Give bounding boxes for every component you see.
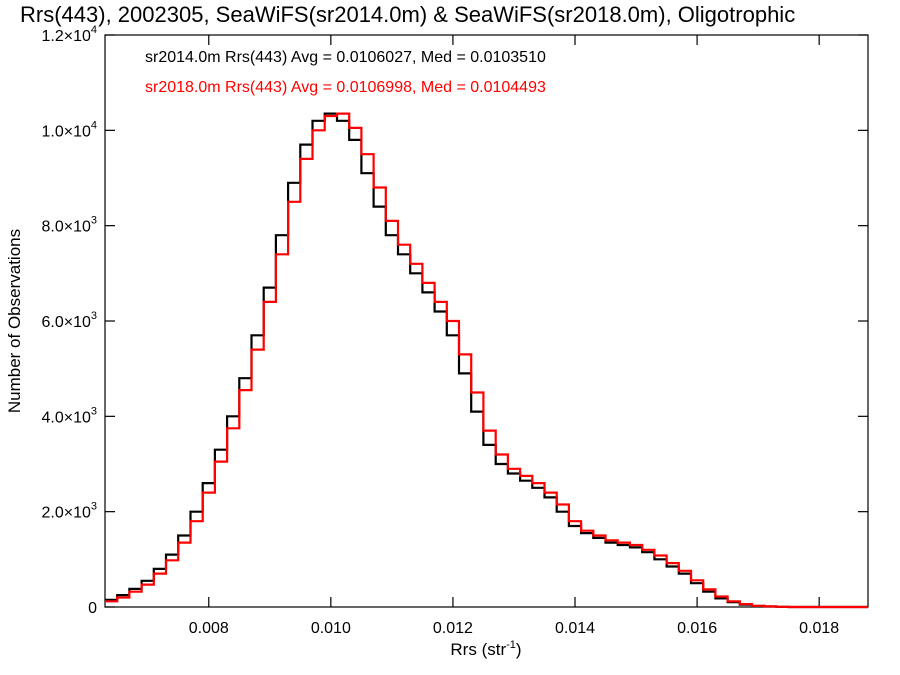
series-line-sr2014-0m [105, 112, 868, 609]
y-tick-label: 2.0×103 [41, 501, 97, 522]
y-tick-label: 8.0×103 [41, 215, 97, 236]
y-tick-label-exponent: 3 [91, 405, 97, 417]
y-tick-label-text: 0 [88, 600, 97, 617]
y-tick-label: 4.0×103 [41, 405, 97, 426]
x-tick-label: 0.018 [799, 620, 839, 637]
y-tick-label-text: 8.0×10 [41, 219, 90, 236]
y-tick-label-exponent: 3 [91, 501, 97, 513]
x-axis-label-close: ) [516, 640, 522, 659]
x-tick-label: 0.014 [555, 620, 595, 637]
legend-entry-sr2014: sr2014.0m Rrs(443) Avg = 0.0106027, Med … [145, 49, 546, 66]
y-tick-label-text: 6.0×10 [41, 314, 90, 331]
y-axis-label: Number of Observations [5, 229, 24, 413]
y-tick-label-exponent: 3 [91, 215, 97, 227]
x-tick-label: 0.008 [189, 620, 229, 637]
x-axis-label-text: Rrs (str [450, 640, 506, 659]
legend: sr2014.0m Rrs(443) Avg = 0.0106027, Med … [145, 49, 546, 96]
y-tick-label-text: 2.0×10 [41, 505, 90, 522]
y-tick-label: 6.0×103 [41, 310, 97, 331]
y-tick-label-text: 1.0×10 [41, 123, 90, 140]
plot-frame [104, 34, 869, 608]
series-layer [105, 112, 868, 609]
series-line-sr2018-0m [105, 112, 868, 609]
y-axis-ticks: 02.0×1034.0×1036.0×1038.0×1031.0×1041.2×… [41, 24, 868, 617]
y-tick-label-text: 4.0×10 [41, 409, 90, 426]
y-tick-label: 1.2×104 [41, 24, 97, 45]
x-axis-label-superscript: -1 [506, 639, 516, 651]
y-tick-label: 0 [88, 600, 97, 617]
legend-entry-sr2018: sr2018.0m Rrs(443) Avg = 0.0106998, Med … [145, 79, 546, 96]
x-tick-label: 0.016 [677, 620, 717, 637]
y-tick-label: 1.0×104 [41, 119, 97, 140]
x-tick-label: 0.012 [433, 620, 473, 637]
y-tick-label-exponent: 4 [91, 119, 97, 131]
y-tick-label-text: 1.2×10 [41, 28, 90, 45]
y-tick-label-exponent: 4 [91, 24, 97, 36]
x-tick-label: 0.010 [311, 620, 351, 637]
chart-title: Rrs(443), 2002305, SeaWiFS(sr2014.0m) & … [20, 2, 795, 27]
y-tick-label-exponent: 3 [91, 310, 97, 322]
x-axis-label: Rrs (str-1) [450, 639, 521, 659]
x-axis-ticks: 0.008 0.010 0.012 0.014 0.016 0.018 [189, 35, 839, 637]
